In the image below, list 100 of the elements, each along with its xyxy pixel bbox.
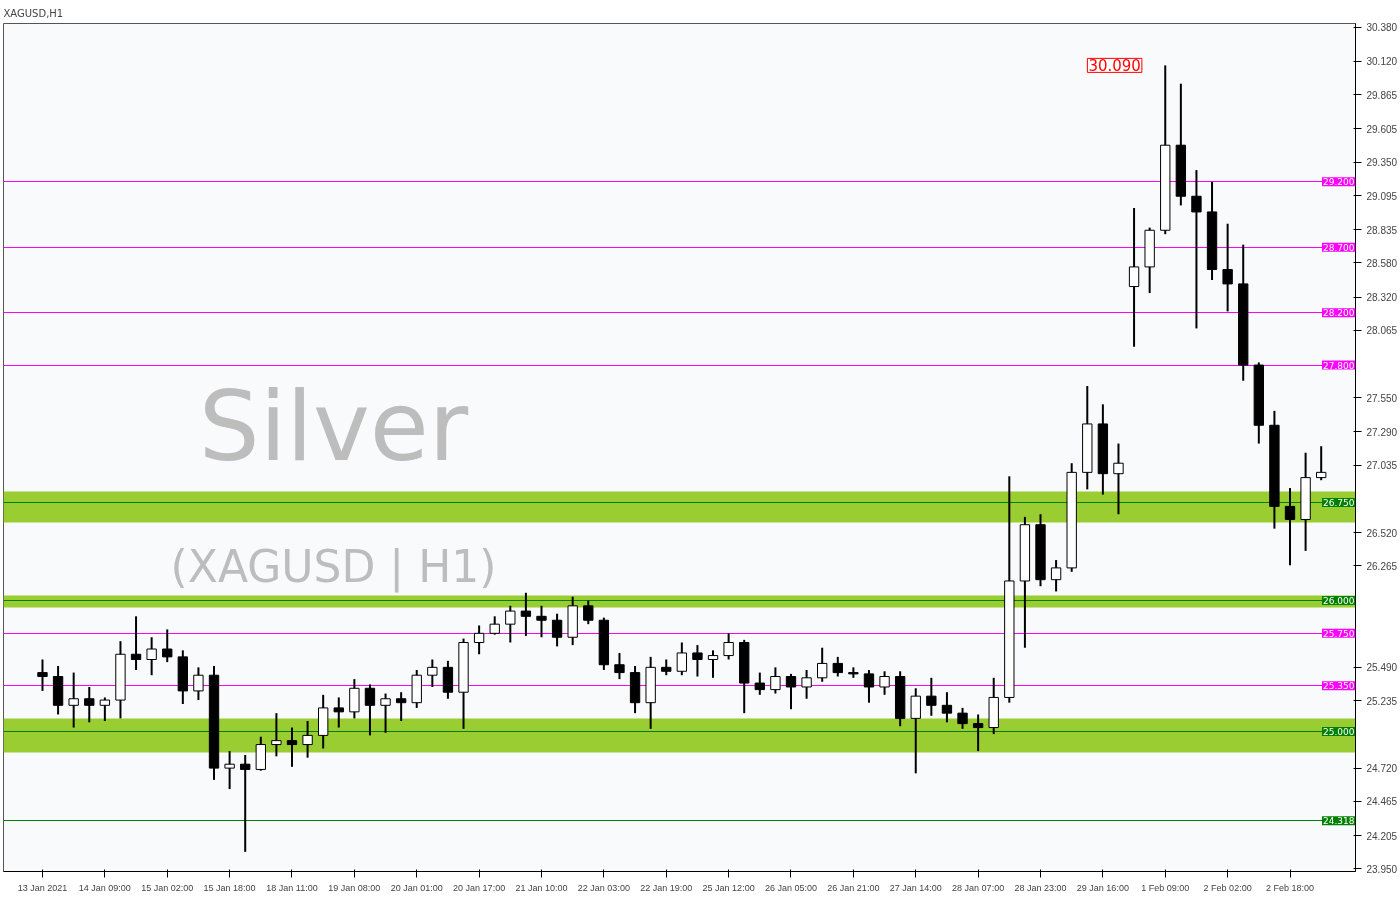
- y-tick-label: 26.520: [1366, 527, 1398, 539]
- y-tick-label: 26.265: [1366, 560, 1398, 572]
- x-tick-label: 21 Jan 10:00: [515, 882, 568, 893]
- ref-line-label: 26.750: [1323, 497, 1355, 508]
- candlestick: [84, 685, 95, 724]
- y-tick-label: 27.550: [1366, 392, 1398, 404]
- candlestick: [286, 726, 298, 768]
- candlestick: [37, 658, 48, 692]
- candlestick: [957, 706, 968, 730]
- candlestick: [770, 666, 781, 695]
- annotation: (XAGUSD | H1): [170, 541, 497, 593]
- y-tick-label: 29.605: [1366, 123, 1398, 135]
- x-tick-label: 29 Jan 16:00: [1076, 882, 1129, 893]
- y-tick-label: 23.950: [1366, 863, 1398, 875]
- annotation: 30.090: [1088, 57, 1141, 76]
- x-tick-label: 1 Feb 09:00: [1141, 882, 1190, 893]
- x-tick-label: 28 Jan 23:00: [1014, 882, 1067, 893]
- candlestick: [427, 658, 438, 688]
- candlestick: [817, 646, 828, 683]
- candlestick: [271, 712, 282, 758]
- x-tick-label: 25 Jan 12:00: [702, 882, 755, 893]
- x-tick-label: 15 Jan 02:00: [141, 882, 194, 893]
- candlestick: [926, 676, 937, 717]
- candlestick: [146, 636, 157, 677]
- candlestick: [723, 632, 734, 661]
- ref-line-label: 26.000: [1323, 596, 1355, 607]
- candlestick: [707, 649, 719, 679]
- candlestick: [489, 615, 500, 636]
- ref-line-label: 28.200: [1323, 308, 1355, 319]
- y-tick-label: 28.320: [1366, 292, 1398, 304]
- x-tick-label: 20 Jan 01:00: [390, 882, 443, 893]
- x-tick-label: 20 Jan 17:00: [453, 882, 506, 893]
- candlestick: [972, 713, 984, 753]
- y-tick-label: 25.235: [1366, 695, 1398, 707]
- x-tick-label: 26 Jan 21:00: [827, 882, 880, 893]
- y-tick-label: 29.350: [1366, 157, 1398, 169]
- x-tick-label: 22 Jan 19:00: [640, 882, 693, 893]
- x-tick-label: 28 Jan 07:00: [952, 882, 1005, 893]
- candlestick: [505, 604, 516, 644]
- x-tick-label: 22 Jan 03:00: [577, 882, 630, 893]
- y-tick-label: 29.095: [1366, 190, 1398, 202]
- y-tick-label: 27.035: [1366, 460, 1398, 472]
- candlestick: [68, 671, 79, 729]
- y-tick-label: 30.380: [1366, 22, 1398, 34]
- candlestick: [1222, 222, 1233, 313]
- y-tick-label: 29.865: [1366, 89, 1398, 101]
- candlestick: [224, 750, 235, 791]
- candlestick: [536, 604, 547, 639]
- annotation: Silver: [198, 370, 469, 483]
- candlestick: [692, 644, 703, 678]
- ref-line-label: 25.750: [1323, 628, 1355, 639]
- y-tick-label: 28.065: [1366, 325, 1398, 337]
- x-tick-label: 14 Jan 09:00: [78, 882, 131, 893]
- candlestick: [676, 641, 688, 677]
- y-tick-label: 28.835: [1366, 224, 1398, 236]
- candlestick: [1050, 559, 1062, 593]
- candlestick: [302, 720, 313, 759]
- x-tick-label: 2 Feb 18:00: [1265, 882, 1315, 893]
- x-tick-label: 2 Feb 02:00: [1203, 882, 1252, 893]
- candlestick: [863, 668, 875, 704]
- candlestick: [614, 651, 625, 681]
- candlestick: [380, 692, 391, 734]
- candlestick: [364, 683, 376, 737]
- candlestick: [240, 754, 251, 853]
- candlestick: [879, 670, 890, 696]
- ref-line-label: 25.000: [1323, 726, 1355, 737]
- y-tick-label: 24.720: [1366, 763, 1398, 775]
- x-tick-label: 27 Jan 14:00: [889, 882, 942, 893]
- candlestick: [473, 624, 485, 656]
- y-tick-label: 28.580: [1366, 257, 1398, 269]
- y-tick-label: 27.290: [1366, 426, 1398, 438]
- candlestick: [395, 691, 407, 723]
- candlestick: [333, 696, 344, 729]
- x-tick-label: 19 Jan 08:00: [328, 882, 381, 893]
- y-tick-label: 24.465: [1366, 796, 1398, 808]
- candlestick: [785, 672, 797, 711]
- y-tick-label: 30.120: [1366, 56, 1398, 68]
- ref-line-label: 25.350: [1323, 681, 1355, 692]
- ref-line-label: 28.700: [1323, 242, 1355, 253]
- candlestick: [193, 666, 204, 702]
- candlestick: [520, 591, 532, 637]
- candlestick: [1128, 207, 1140, 348]
- x-tick-label: 26 Jan 05:00: [764, 882, 818, 893]
- x-tick-label: 13 Jan 2021: [17, 882, 68, 893]
- candlestick: [162, 628, 173, 664]
- candlestick: [130, 615, 142, 671]
- chart-title: XAGUSD,H1: [3, 7, 64, 19]
- candlestick: [754, 671, 765, 696]
- x-tick-label: 18 Jan 11:00: [266, 882, 318, 893]
- candlestick: [583, 599, 594, 626]
- x-tick-label: 15 Jan 18:00: [203, 882, 256, 893]
- candlestick: [910, 687, 921, 775]
- y-tick-label: 24.205: [1366, 830, 1398, 842]
- candlestick: [551, 612, 563, 648]
- y-tick-label: 25.490: [1366, 662, 1398, 674]
- candlestick: [1284, 487, 1296, 567]
- ref-line-label: 29.200: [1323, 177, 1355, 188]
- candlestick: [99, 696, 111, 723]
- candlestick: [801, 668, 812, 700]
- candlestick: [832, 655, 843, 678]
